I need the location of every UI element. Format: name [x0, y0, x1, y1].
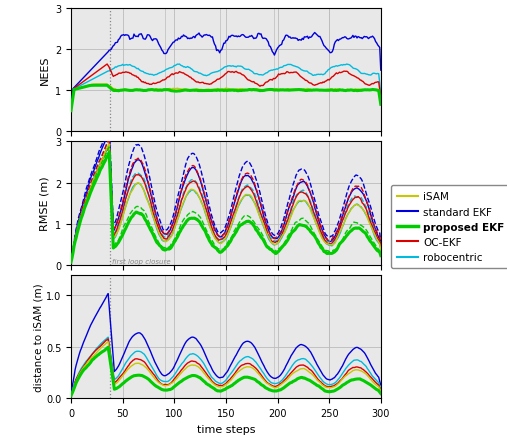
Text: first loop closure: first loop closure — [112, 258, 171, 264]
Y-axis label: distance to iSAM (m): distance to iSAM (m) — [33, 283, 43, 391]
Y-axis label: RMSE (m): RMSE (m) — [40, 177, 50, 231]
Y-axis label: NEES: NEES — [40, 56, 50, 85]
X-axis label: time steps: time steps — [197, 424, 255, 434]
Legend: iSAM, standard EKF, proposed EKF, OC-EKF, robocentric: iSAM, standard EKF, proposed EKF, OC-EKF… — [391, 186, 507, 269]
